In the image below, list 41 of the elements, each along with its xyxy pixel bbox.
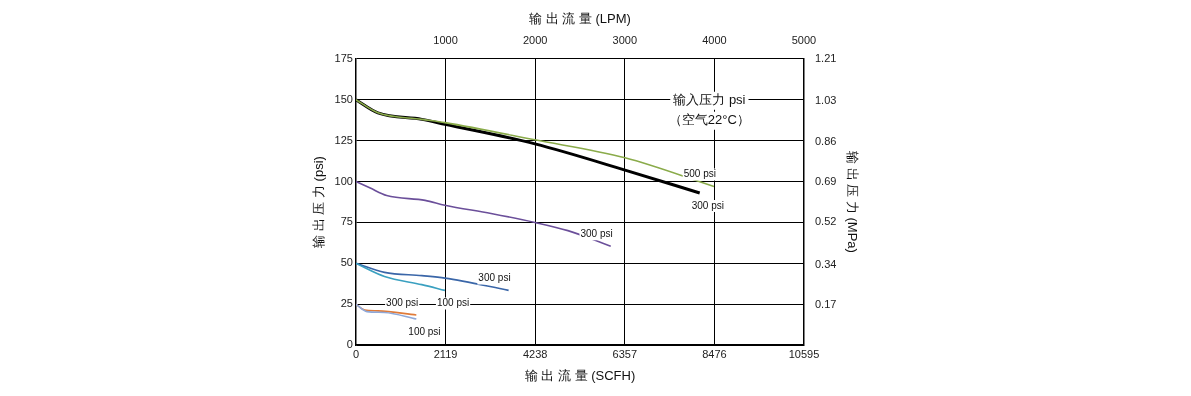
series-label: 300 psi [580,227,613,239]
y-tick-label: 100 [334,174,353,187]
y2-tick-label: 0.17 [814,297,837,310]
y2-tick-label: 0.69 [814,174,837,187]
y2-axis-title: 输 出 压 力 (MPa) [844,151,860,253]
y2-tick-label: 1.03 [814,94,837,107]
x2-tick-label: 3000 [612,34,638,47]
series-label: 300 psi [478,272,511,284]
x2-axis-title: 输 出 流 量 (LPM) [529,11,631,27]
x-tick-label: 8476 [702,347,727,360]
x-axis-title: 输 出 流 量 (SCFH) [524,367,636,383]
x-tick-label: 2119 [433,347,458,360]
x2-tick-label: 5000 [791,34,817,47]
x2-tick-label: 2000 [522,34,548,47]
y2-tick-label: 1.21 [814,51,837,64]
series-label: 300 psi [386,296,419,308]
y-tick-label: 50 [340,256,353,269]
line-series [355,180,612,247]
y-tick-label: 0 [346,338,353,351]
y-tick-label: 25 [340,297,353,310]
y-tick-label: 150 [334,92,353,105]
series-label: 300 psi [691,199,724,211]
y2-tick-label: 0.86 [814,134,837,147]
y-tick-label: 175 [334,51,353,64]
x-tick-label: 10595 [788,347,820,360]
x2-tick-label: 4000 [702,34,727,47]
y2-tick-label: 0.34 [814,257,837,270]
y2-tick-label: 0.52 [814,215,837,228]
y-axis-title: 输 出 压 力 (psi) [311,156,327,248]
x-tick-label: 4238 [522,347,548,360]
x2-tick-label: 1000 [433,34,458,47]
series-label: 100 psi [436,297,470,309]
x-tick-label: 6357 [612,347,638,360]
line-series [355,262,446,292]
annotation: 输入压力 psi [673,92,746,108]
y-tick-label: 75 [340,215,353,228]
series-label: 500 psi [683,168,716,180]
series-label: 100 psi [408,325,441,337]
annotation: （空气22°C） [668,112,750,128]
line-series [355,262,510,292]
y-tick-label: 125 [334,133,353,146]
